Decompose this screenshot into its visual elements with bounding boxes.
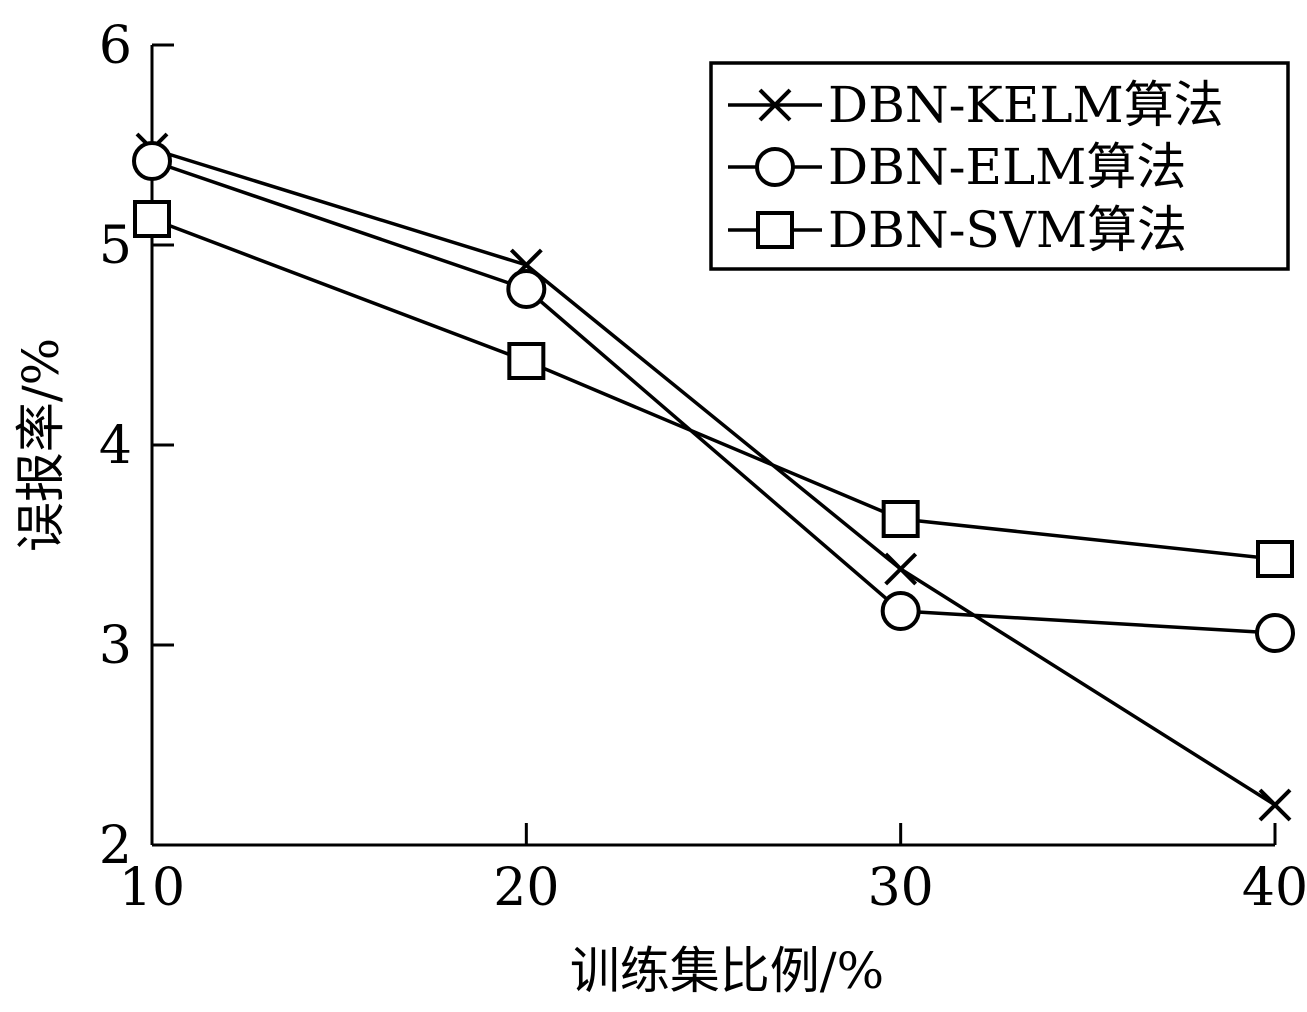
- legend-label: DBN-ELM算法: [828, 138, 1186, 196]
- y-axis-title: 误报率/%: [12, 338, 70, 552]
- y-tick-label: 5: [99, 216, 132, 276]
- y-tick-label: 2: [99, 816, 132, 876]
- series-x: [135, 132, 1292, 822]
- legend-label: DBN-KELM算法: [828, 76, 1224, 134]
- x-tick-label: 10: [119, 858, 185, 918]
- data-point-circle-marker: [132, 141, 172, 181]
- series-circle: [132, 141, 1295, 653]
- data-point-circle-marker: [506, 269, 547, 309]
- data-point-square-marker: [881, 500, 920, 538]
- legend-item: DBN-ELM算法: [728, 138, 1186, 196]
- data-point-square-marker: [507, 342, 546, 380]
- data-point-circle-marker: [1255, 613, 1295, 653]
- marker-stroke: [1258, 788, 1292, 822]
- series-line: [151, 159, 1276, 635]
- data-point-x-marker: [758, 88, 792, 122]
- series-group: [132, 132, 1295, 822]
- legend-item: DBN-SVM算法: [728, 201, 1187, 259]
- marker-stroke: [758, 88, 792, 122]
- y-tick-label: 6: [99, 16, 132, 76]
- legend-label: DBN-SVM算法: [828, 201, 1187, 259]
- series-line: [151, 217, 1276, 561]
- y-tick-label: 4: [99, 416, 132, 476]
- x-tick-label: 30: [868, 858, 934, 918]
- data-point-square-marker: [133, 200, 171, 238]
- axes: 2 3 4 5 6 10 20 30 40: [99, 16, 1307, 918]
- y-tick-label: 3: [99, 616, 132, 676]
- data-point-x-marker: [884, 552, 918, 586]
- x-tick-label: 40: [1242, 858, 1307, 918]
- data-point-square-marker: [756, 211, 794, 249]
- series-line: [151, 147, 1276, 807]
- x-tick-label: 20: [493, 858, 559, 918]
- data-point-circle-marker: [880, 591, 921, 631]
- data-point-circle-marker: [755, 147, 795, 187]
- marker-stroke: [884, 552, 918, 586]
- data-point-x-marker: [1258, 788, 1292, 822]
- series-square: [133, 200, 1294, 578]
- x-axis-title: 训练集比例/%: [570, 942, 884, 1000]
- legend-item: DBN-KELM算法: [728, 76, 1224, 134]
- data-point-square-marker: [1256, 540, 1294, 578]
